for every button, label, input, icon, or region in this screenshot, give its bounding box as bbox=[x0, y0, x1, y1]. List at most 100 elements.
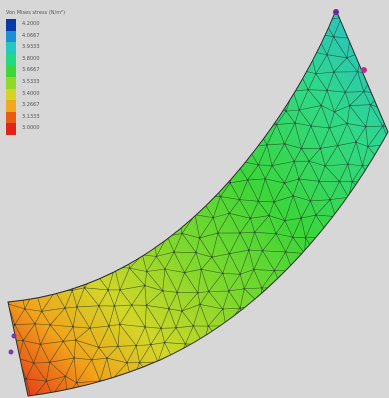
mesh-edge bbox=[32, 234, 42, 255]
mesh-node bbox=[49, 147, 51, 150]
mesh-edge bbox=[54, 272, 66, 292]
mesh-edge bbox=[310, 125, 330, 129]
mesh-edge bbox=[120, 53, 136, 75]
mesh-edge bbox=[373, 310, 378, 325]
mesh-edge bbox=[359, 14, 374, 39]
mesh-edge bbox=[108, 305, 115, 327]
mesh-edge bbox=[310, 199, 331, 202]
mesh-edge bbox=[261, 57, 276, 69]
mesh-node bbox=[235, 123, 238, 126]
mesh-edge bbox=[206, 160, 213, 181]
mesh-edge bbox=[60, 161, 74, 181]
mesh-edge bbox=[214, 343, 223, 359]
mesh-edge bbox=[164, 268, 185, 273]
mesh-edge bbox=[142, 10, 152, 17]
mesh-edge bbox=[37, 0, 51, 2]
mesh-node bbox=[150, 377, 153, 379]
mesh-node bbox=[371, 181, 373, 183]
mesh-edge bbox=[176, 86, 182, 109]
mesh-node bbox=[383, 14, 386, 17]
legend-value: 3.5333 bbox=[22, 78, 40, 85]
mesh-edge bbox=[156, 251, 175, 257]
mesh-edge bbox=[384, 14, 388, 17]
mesh-edge bbox=[37, 214, 56, 219]
mesh-node bbox=[168, 127, 171, 130]
mesh-node bbox=[260, 286, 263, 289]
mesh-edge bbox=[129, 183, 143, 201]
mesh-edge bbox=[273, 195, 294, 203]
mesh-edge bbox=[371, 274, 379, 291]
mesh-node bbox=[284, 251, 287, 253]
mesh-edge bbox=[132, 377, 152, 383]
mesh-edge bbox=[167, 86, 182, 90]
mesh-node bbox=[182, 196, 185, 199]
mesh-edge bbox=[325, 163, 348, 167]
mesh-edge bbox=[292, 377, 311, 382]
mesh-edge bbox=[166, 165, 180, 184]
mesh-edge bbox=[14, 308, 25, 325]
mesh-edge bbox=[22, 340, 34, 364]
mesh-edge bbox=[294, 51, 299, 70]
mesh-edge bbox=[135, 158, 153, 162]
mesh-edge bbox=[167, 68, 181, 90]
mesh-edge bbox=[78, 183, 91, 197]
mesh-edge bbox=[213, 212, 230, 218]
mesh-node bbox=[291, 380, 294, 383]
legend-value: 3.4000 bbox=[22, 90, 40, 97]
mesh-edge bbox=[60, 195, 79, 199]
mesh-edge bbox=[228, 274, 241, 292]
mesh-node bbox=[221, 308, 224, 310]
mesh-edge bbox=[297, 51, 311, 70]
mesh-edge bbox=[33, 344, 41, 364]
mesh-edge bbox=[372, 346, 377, 365]
mesh-node bbox=[268, 214, 270, 217]
mesh-node bbox=[354, 326, 356, 329]
mesh-node bbox=[369, 250, 372, 252]
mesh-node bbox=[347, 230, 350, 233]
mesh-edge bbox=[264, 178, 275, 203]
mesh-edge bbox=[217, 232, 230, 254]
mesh-node bbox=[257, 163, 260, 166]
mesh-edge bbox=[299, 105, 322, 111]
mesh-edge bbox=[342, 363, 358, 380]
mesh-edge bbox=[171, 54, 185, 56]
mesh-edge bbox=[274, 39, 281, 58]
mesh-edge bbox=[284, 220, 294, 238]
mesh-edge bbox=[253, 269, 263, 289]
mesh-edge bbox=[106, 238, 119, 251]
mesh-edge bbox=[385, 254, 388, 274]
mesh-edge bbox=[275, 233, 286, 253]
mesh-edge bbox=[102, 165, 112, 179]
mesh-edge bbox=[324, 291, 339, 308]
mesh-edge bbox=[258, 200, 275, 203]
mesh-edge bbox=[366, 181, 373, 196]
mesh-edge bbox=[354, 324, 375, 328]
mesh-node bbox=[199, 303, 201, 306]
mesh-edge bbox=[244, 57, 261, 70]
mesh-node bbox=[2, 254, 4, 256]
mesh-edge bbox=[338, 275, 344, 293]
mesh-edge bbox=[89, 325, 109, 329]
mesh-node bbox=[212, 216, 215, 219]
mesh-node bbox=[83, 286, 86, 289]
mesh-edge bbox=[102, 178, 115, 199]
mesh-edge bbox=[144, 326, 152, 345]
mesh-node bbox=[383, 234, 385, 236]
mesh-edge bbox=[208, 273, 223, 292]
legend-row: 3.2667 bbox=[6, 100, 116, 112]
mesh-edge bbox=[131, 18, 144, 37]
mesh-edge bbox=[209, 382, 225, 396]
mesh-node bbox=[1, 147, 3, 149]
legend-rows: 4.2000 4.0667 3.9333 3.8000 3.6667 3.5333 3.40… bbox=[6, 19, 116, 135]
mesh-edge bbox=[18, 358, 34, 364]
mesh-edge bbox=[164, 197, 184, 203]
mesh-node bbox=[198, 237, 201, 239]
mesh-edge bbox=[349, 91, 365, 106]
mesh-edge bbox=[8, 161, 10, 180]
mesh-node bbox=[202, 343, 205, 346]
mesh-edge bbox=[359, 14, 385, 17]
mesh-edge bbox=[247, 339, 260, 359]
mesh-edge bbox=[248, 249, 263, 252]
